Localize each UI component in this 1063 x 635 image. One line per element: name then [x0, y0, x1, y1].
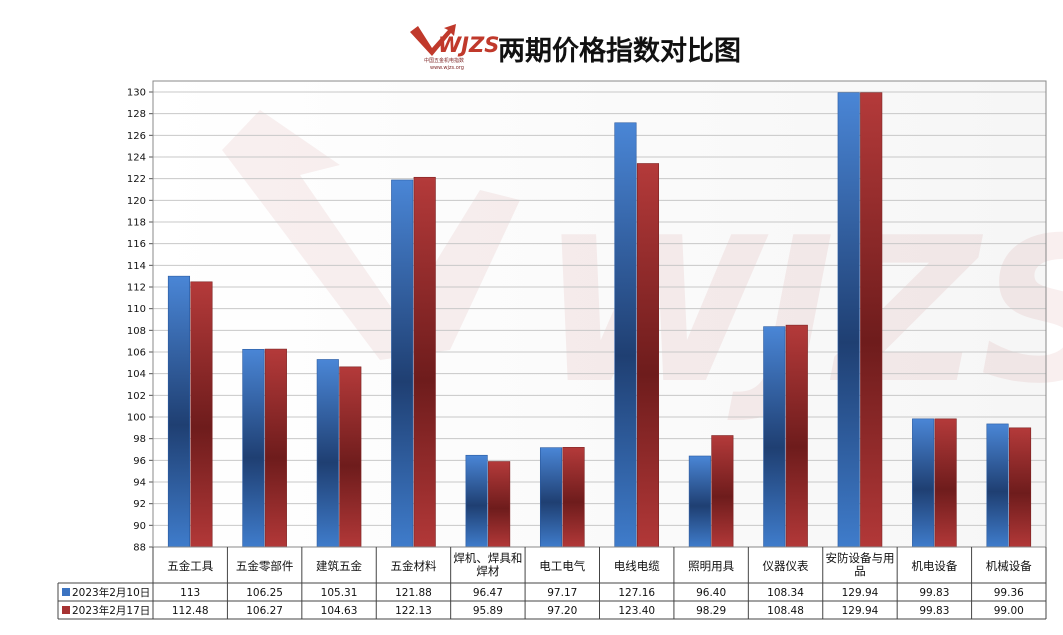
- y-tick-label: 106: [127, 348, 146, 359]
- y-tick-label: 128: [127, 109, 146, 120]
- bar-series2: [860, 92, 883, 548]
- grid-lines: [153, 91, 1046, 548]
- bar-series1: [167, 275, 191, 548]
- x-category-label: 机电设备: [911, 559, 957, 573]
- data-label: 96.40: [696, 587, 726, 599]
- bar-series2: [1008, 427, 1032, 548]
- x-category-label: 安防设备与用品: [825, 551, 894, 578]
- logo-url: www.wjzs.org: [430, 65, 464, 71]
- data-label: 99.83: [919, 587, 949, 599]
- bar-series2: [413, 176, 436, 548]
- bar-series2: [339, 366, 362, 548]
- y-tick-label: 88: [133, 543, 146, 554]
- bar-series2: [636, 163, 660, 548]
- plot-area: [153, 81, 1046, 547]
- data-label: 105.31: [321, 587, 358, 599]
- logo-subtitle: 中国五金机电指数: [424, 57, 464, 64]
- legend-label: 2023年2月17日: [72, 604, 150, 617]
- bar-series2: [785, 324, 808, 548]
- y-tick-label: 96: [133, 456, 146, 467]
- y-tick-label: 98: [133, 434, 146, 445]
- bar-series1: [465, 454, 488, 548]
- y-tick-label: 102: [127, 391, 146, 402]
- data-label: 108.48: [767, 605, 804, 617]
- bar-series1: [912, 418, 935, 548]
- bar-series2: [562, 447, 585, 548]
- data-label: 129.94: [842, 605, 879, 617]
- data-label: 112.48: [172, 605, 209, 617]
- bar-series1: [986, 423, 1009, 548]
- bar-series2: [264, 348, 287, 548]
- x-category-label: 电工电气: [539, 559, 585, 573]
- y-tick-label: 92: [133, 499, 146, 510]
- bar-series2: [711, 435, 734, 548]
- y-tick-label: 120: [127, 196, 146, 207]
- logo: WJZS 中国五金机电指数 www.wjzs.org: [410, 24, 499, 71]
- bar-series2: [488, 461, 511, 548]
- bar-series1: [539, 447, 563, 548]
- x-category-label: 建筑五金: [316, 559, 362, 573]
- bar-series2: [190, 281, 213, 548]
- data-label: 98.29: [696, 605, 726, 617]
- legend-label: 2023年2月10日: [72, 586, 150, 599]
- data-label: 123.40: [618, 605, 655, 617]
- y-tick-label: 116: [127, 239, 146, 250]
- legend-swatch: [62, 606, 70, 614]
- data-label: 95.89: [473, 605, 503, 617]
- data-label: 108.34: [767, 587, 804, 599]
- data-label: 113: [180, 587, 200, 599]
- data-label: 129.94: [842, 587, 879, 599]
- bar-series1: [837, 92, 860, 548]
- legend-swatch: [62, 588, 70, 596]
- bar-series2: [934, 418, 957, 548]
- chart-title: 两期价格指数对比图: [498, 36, 741, 67]
- y-tick-label: 110: [127, 304, 146, 315]
- logo-arrow-icon: [410, 24, 456, 56]
- x-category-label: 照明用具: [688, 559, 734, 573]
- data-table: 五金工具 五金零部件 建筑五金 五金材料 焊机、焊具和焊材 电工电气 电线电缆 照明用具 仪器仪…: [57, 547, 1047, 620]
- y-tick-label: 100: [127, 413, 146, 424]
- data-label: 99.36: [994, 587, 1024, 599]
- y-tick-label: 118: [127, 218, 146, 229]
- data-label: 122.13: [395, 605, 432, 617]
- y-tick-label: 112: [127, 283, 146, 294]
- data-label: 99.00: [994, 605, 1024, 617]
- y-tick-label: 94: [133, 478, 146, 489]
- x-category-label: 焊机、焊具和焊材: [453, 551, 522, 578]
- data-label: 99.83: [919, 605, 949, 617]
- y-tick-label: 114: [127, 261, 146, 272]
- y-tick-label: 104: [127, 369, 146, 380]
- data-label: 106.25: [246, 587, 283, 599]
- y-tick-label: 108: [127, 326, 146, 337]
- data-label: 121.88: [395, 587, 432, 599]
- bar-series1: [763, 326, 786, 548]
- y-tick-label: 124: [127, 153, 146, 164]
- x-category-label: 机械设备: [986, 559, 1032, 573]
- data-label: 106.27: [246, 605, 283, 617]
- y-tick-label: 90: [133, 521, 146, 532]
- y-tick-label: 126: [127, 131, 146, 142]
- bar-series1: [614, 122, 637, 548]
- x-category-label: 电线电缆: [614, 559, 660, 573]
- data-label: 97.20: [547, 605, 577, 617]
- bar-series1: [316, 359, 339, 548]
- x-category-label: 五金材料: [390, 559, 436, 573]
- data-label: 104.63: [321, 605, 358, 617]
- x-category-label: 五金零部件: [236, 559, 294, 573]
- y-axis-ticks: 88 90 92 94 96 98 100 102 104 106 108 110 112 114 116 1…: [127, 88, 153, 554]
- bar-series1: [391, 179, 414, 548]
- data-label: 96.47: [473, 587, 503, 599]
- x-category-label: 五金工具: [167, 559, 213, 573]
- bars: [167, 92, 1032, 548]
- data-label: 127.16: [618, 587, 655, 599]
- y-tick-label: 122: [127, 174, 146, 185]
- data-label: 97.17: [547, 587, 577, 599]
- logo-text: WJZS: [438, 33, 499, 57]
- bar-series1: [688, 455, 711, 548]
- bar-series1: [242, 348, 265, 548]
- x-category-label: 仪器仪表: [763, 559, 809, 573]
- y-tick-label: 130: [127, 88, 146, 99]
